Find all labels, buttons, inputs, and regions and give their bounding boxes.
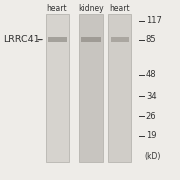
Text: 48: 48 (146, 70, 156, 79)
Text: kidney: kidney (78, 4, 104, 13)
Text: 34: 34 (146, 92, 156, 101)
FancyBboxPatch shape (111, 37, 129, 42)
Text: heart: heart (109, 4, 130, 13)
Text: heart: heart (46, 4, 67, 13)
FancyBboxPatch shape (46, 14, 69, 162)
FancyBboxPatch shape (108, 14, 131, 162)
Text: 85: 85 (146, 35, 156, 44)
Text: 19: 19 (146, 131, 156, 140)
FancyBboxPatch shape (48, 37, 67, 42)
FancyBboxPatch shape (79, 14, 103, 162)
Text: LRRC41: LRRC41 (4, 35, 40, 44)
Text: (kD): (kD) (144, 152, 160, 161)
Text: 117: 117 (146, 16, 162, 25)
FancyBboxPatch shape (81, 37, 101, 42)
Text: 26: 26 (146, 112, 156, 121)
